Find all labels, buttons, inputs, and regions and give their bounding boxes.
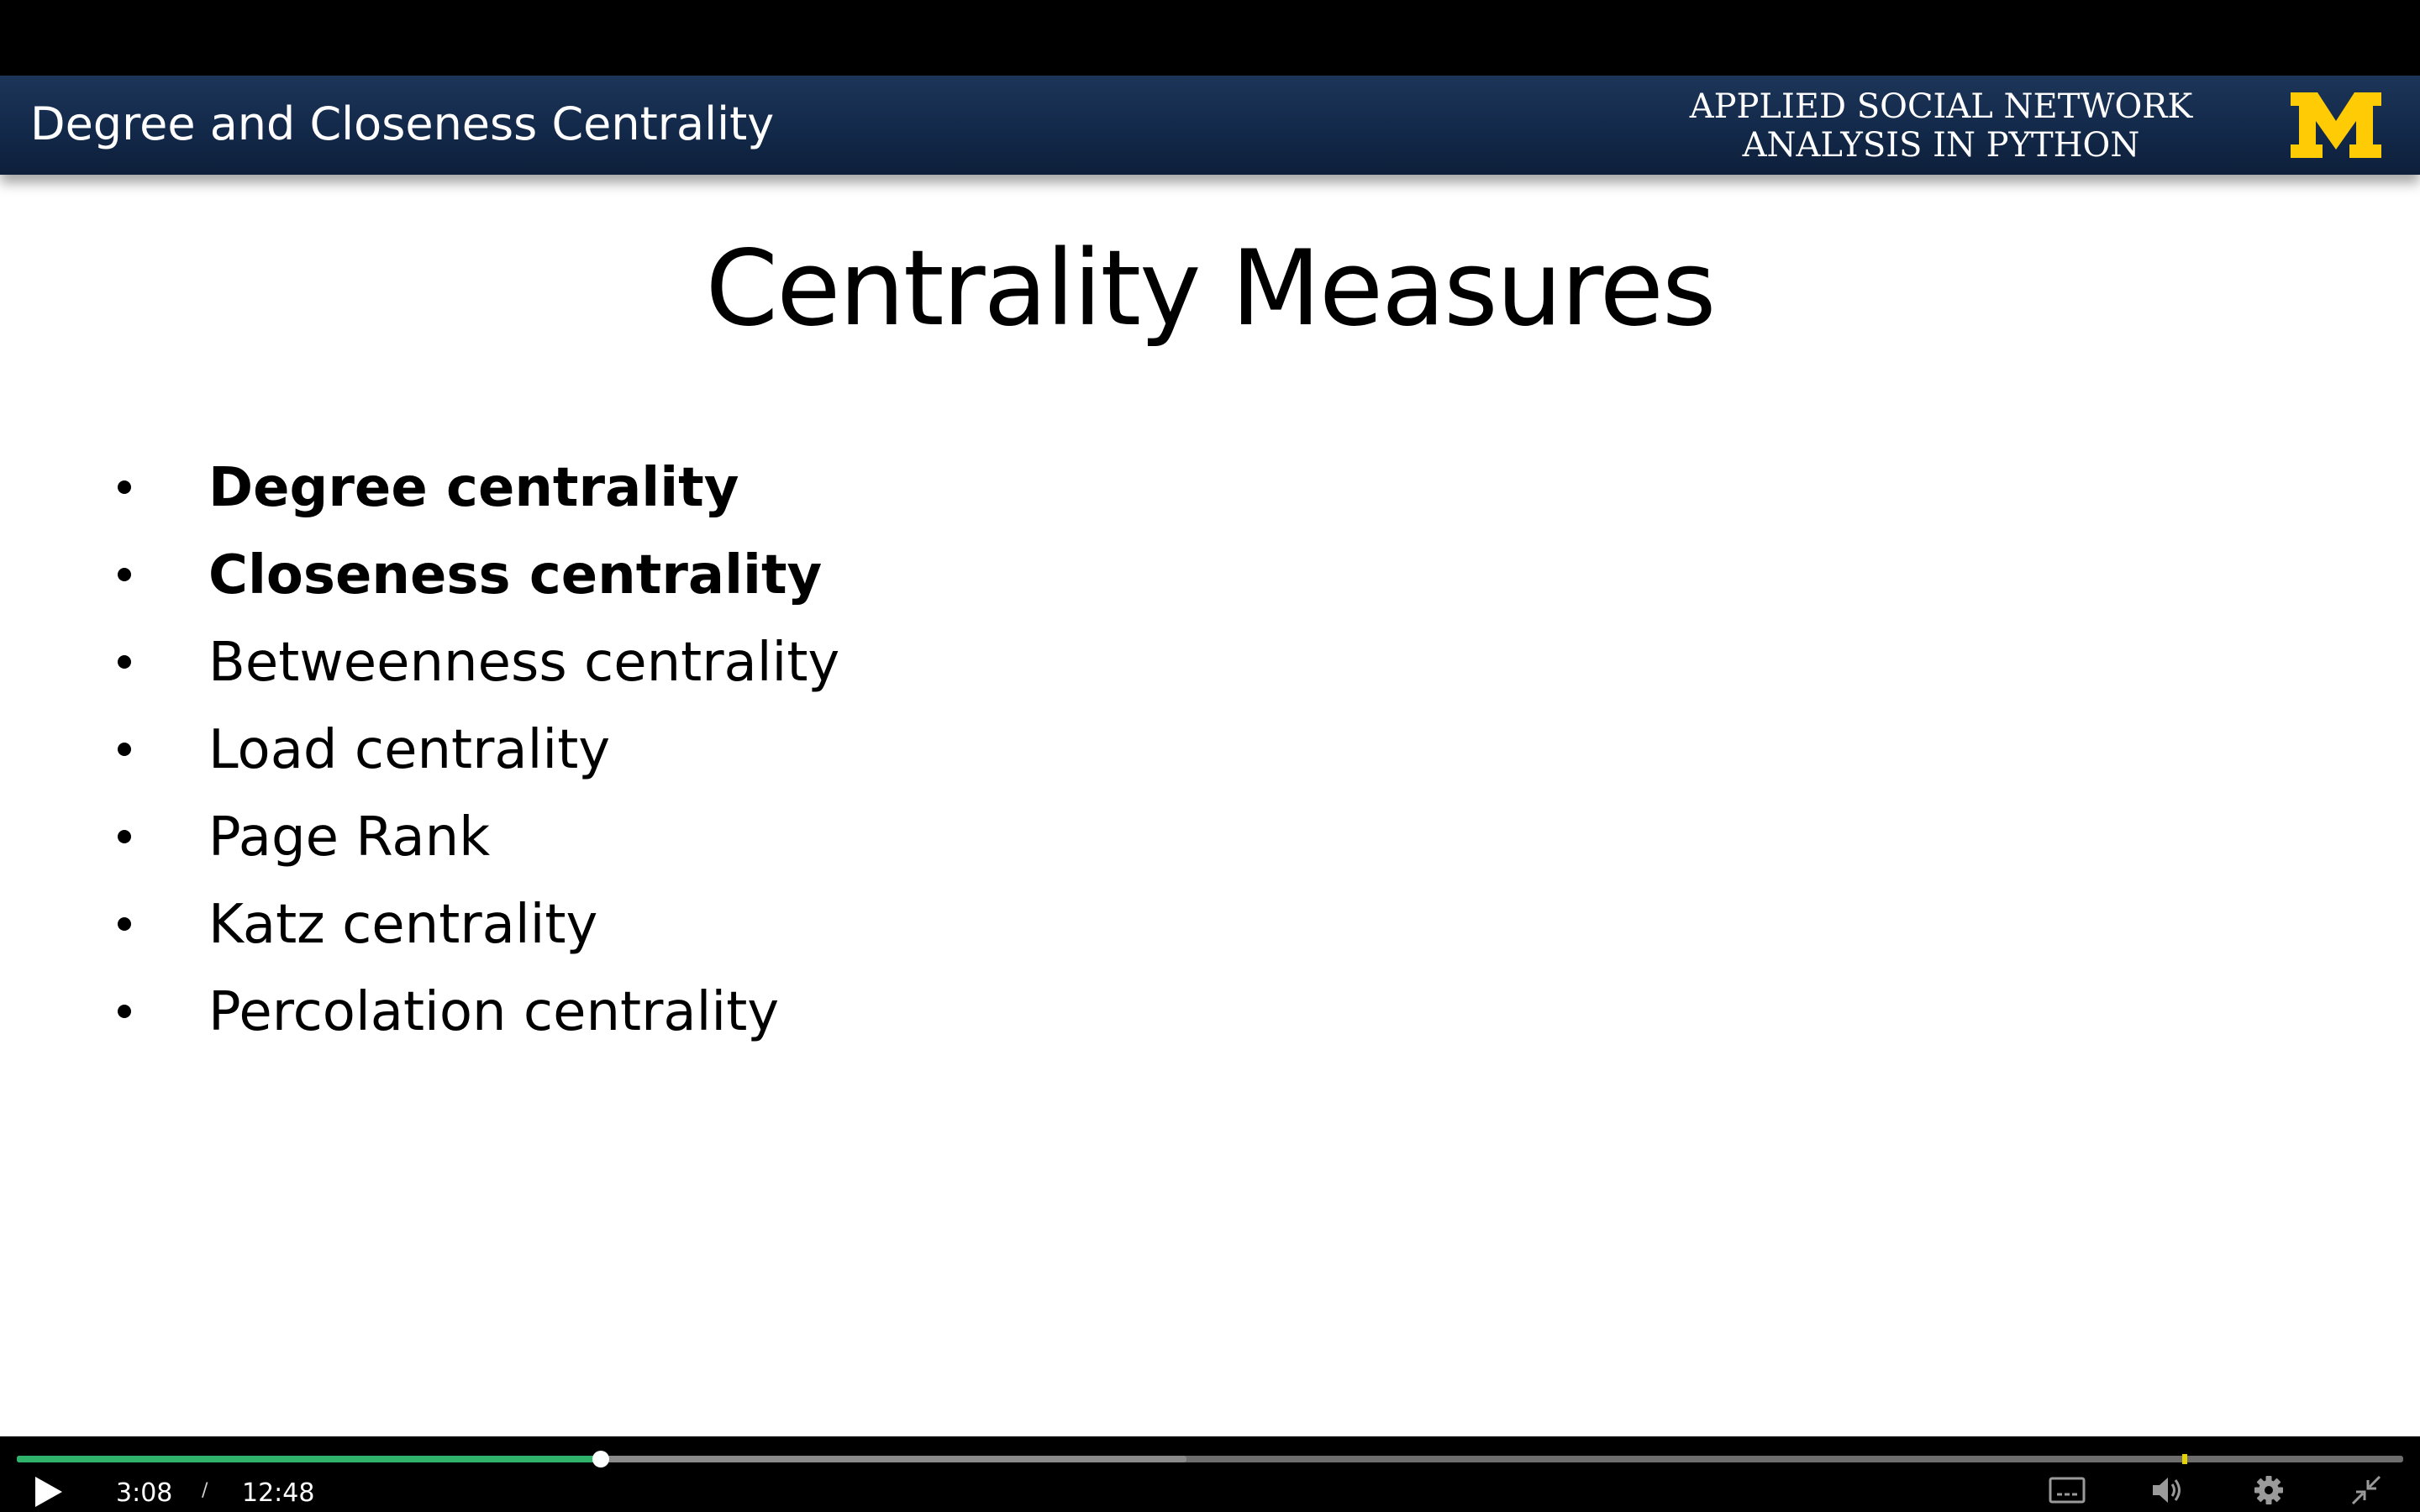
slide-header-title: Degree and Closeness Centrality bbox=[30, 97, 775, 150]
video-frame[interactable]: Degree and Closeness Centrality APPLIED … bbox=[0, 76, 2420, 1436]
course-title-line-2: ANALYSIS IN PYTHON bbox=[1742, 126, 2140, 165]
bullet-dot-icon bbox=[118, 480, 131, 494]
slide-header: Degree and Closeness Centrality APPLIED … bbox=[0, 76, 2420, 175]
bullet-dot-icon bbox=[118, 743, 131, 756]
volume-icon[interactable] bbox=[2149, 1473, 2186, 1507]
bullet-dot-icon bbox=[118, 917, 131, 931]
bullet-text: Closeness centrality bbox=[208, 544, 823, 606]
progress-marker bbox=[2182, 1454, 2188, 1464]
bullet-text: Degree centrality bbox=[208, 457, 739, 519]
slide-title: Centrality Measures bbox=[705, 228, 1717, 349]
course-title: APPLIED SOCIAL NETWORK ANALYSIS IN PYTHO… bbox=[1672, 87, 2210, 165]
current-time: 3:08 bbox=[116, 1478, 173, 1508]
bullet-text: Percolation centrality bbox=[208, 981, 780, 1043]
captions-icon[interactable] bbox=[2049, 1473, 2086, 1507]
block-m-logo-icon bbox=[2291, 92, 2381, 158]
bullet-text: Load centrality bbox=[208, 719, 611, 781]
progress-bar[interactable] bbox=[17, 1451, 2403, 1467]
time-separator: / bbox=[202, 1480, 208, 1501]
bullet-dot-icon bbox=[118, 830, 131, 843]
bullet-dot-icon bbox=[118, 655, 131, 669]
bullet-dot-icon bbox=[118, 1005, 131, 1018]
progress-handle[interactable] bbox=[592, 1451, 610, 1467]
progress-played bbox=[17, 1456, 602, 1462]
exit-fullscreen-icon[interactable] bbox=[2348, 1473, 2385, 1507]
bullet-text: Betweenness centrality bbox=[208, 632, 840, 694]
bullet-dot-icon bbox=[118, 568, 131, 581]
bullet-text: Katz centrality bbox=[208, 894, 598, 956]
course-title-line-1: APPLIED SOCIAL NETWORK bbox=[1689, 87, 2193, 126]
player-controls: 3:08 / 12:48 bbox=[0, 1436, 2420, 1512]
gear-icon[interactable] bbox=[2250, 1473, 2287, 1507]
total-time: 12:48 bbox=[242, 1478, 315, 1508]
bullet-text: Page Rank bbox=[208, 806, 491, 869]
play-icon[interactable] bbox=[30, 1473, 67, 1510]
